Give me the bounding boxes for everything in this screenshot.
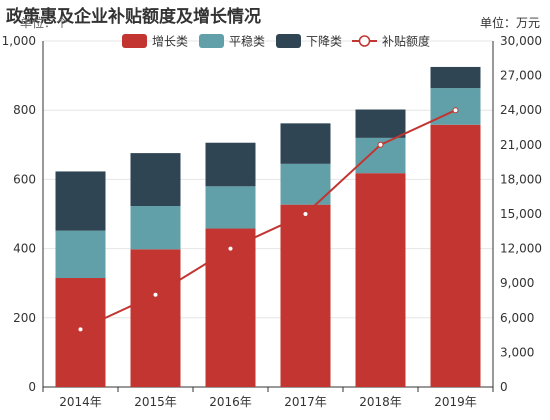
bar-下降类 [130, 153, 181, 207]
x-tick-label: 2015年 [134, 395, 177, 409]
right-axis-unit: 单位：万元 [479, 16, 540, 30]
bar-平稳类 [205, 186, 256, 229]
y-tick-label-right: 6,000 [500, 311, 534, 325]
bar-增长类 [430, 124, 481, 388]
y-tick-label-right: 18,000 [500, 172, 542, 186]
y-tick-label-right: 12,000 [500, 242, 542, 256]
bar-下降类 [55, 171, 106, 231]
legend-swatch-marker [358, 35, 371, 47]
y-tick-label-right: 15,000 [500, 207, 542, 221]
bar-下降类 [355, 109, 406, 138]
y-tick-label-left: 400 [13, 242, 36, 256]
x-tick-label: 2017年 [284, 395, 327, 409]
legend-label-增长类: 增长类 [152, 35, 188, 49]
point-补贴额度 [152, 291, 159, 298]
point-补贴额度 [77, 326, 84, 333]
legend-swatch-下降类 [276, 34, 301, 48]
x-tick-label: 2016年 [209, 395, 252, 409]
legend-label-补贴额度: 补贴额度 [382, 34, 430, 49]
y-tick-label-right: 27,000 [500, 69, 542, 83]
y-tick-label-right: 3,000 [500, 345, 534, 359]
y-tick-label-left: 0 [28, 380, 36, 394]
point-补贴额度 [452, 107, 459, 114]
bar-平稳类 [55, 230, 106, 279]
y-tick-label-left: 200 [13, 311, 36, 325]
legend-label-下降类: 下降类 [306, 35, 342, 49]
y-tick-label-right: 24,000 [500, 103, 542, 117]
x-tick-label: 2014年 [59, 395, 102, 409]
bar-增长类 [55, 278, 106, 387]
legend-label-平稳类: 平稳类 [229, 34, 265, 49]
chart-title: 政策惠及企业补贴额度及增长情况 [6, 7, 261, 27]
legend-swatch-增长类 [122, 34, 147, 48]
point-补贴额度 [302, 211, 309, 217]
y-tick-label-left: 1,000 [2, 34, 36, 48]
bar-增长类 [205, 228, 256, 387]
left-axis-unit: 单位：个 [20, 16, 69, 30]
bar-下降类 [430, 66, 481, 89]
bar-平稳类 [130, 206, 181, 250]
y-tick-label-right: 21,000 [500, 138, 542, 152]
y-tick-label-right: 0 [500, 380, 508, 394]
y-tick-label-left: 600 [13, 172, 36, 186]
y-tick-label-left: 800 [13, 103, 36, 117]
bar-下降类 [280, 123, 331, 164]
x-tick-label: 2019年 [434, 395, 477, 409]
point-补贴额度 [377, 141, 384, 148]
bar-下降类 [205, 142, 256, 187]
line-补贴额度 [80, 109, 456, 331]
y-tick-label-right: 9,000 [500, 276, 534, 290]
point-补贴额度 [227, 245, 234, 252]
legend-swatch-平稳类 [199, 34, 224, 48]
bar-增长类 [130, 249, 181, 387]
x-tick-label: 2018年 [359, 395, 402, 409]
bar-增长类 [355, 173, 406, 387]
y-tick-label-right: 30,000 [500, 34, 542, 48]
bar-增长类 [280, 204, 331, 387]
